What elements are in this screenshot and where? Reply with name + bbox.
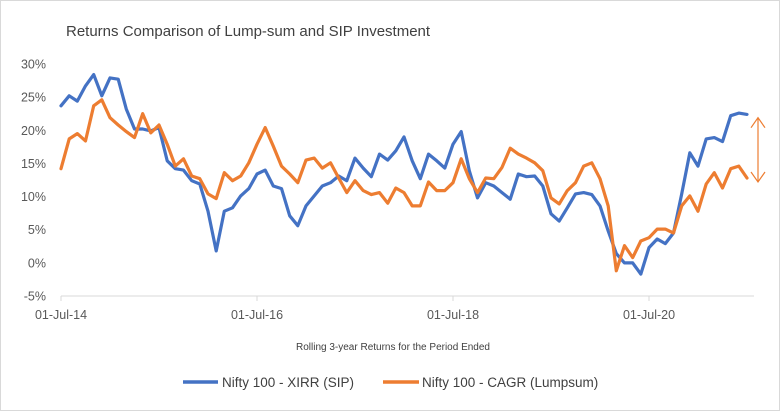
legend: Nifty 100 - XIRR (SIP) Nifty 100 - CAGR … xyxy=(183,375,598,390)
y-tick-label: 0% xyxy=(28,256,46,270)
series-line-lumpsum xyxy=(61,100,747,271)
legend-label-sip: Nifty 100 - XIRR (SIP) xyxy=(222,375,354,390)
series-line-sip xyxy=(61,75,747,275)
y-tick-label: 20% xyxy=(21,124,46,138)
legend-label-lumpsum: Nifty 100 - CAGR (Lumpsum) xyxy=(422,375,598,390)
x-tick-label: 01-Jul-14 xyxy=(35,308,87,322)
series-points xyxy=(61,100,747,271)
x-axis-ticks: 01-Jul-14 01-Jul-16 01-Jul-18 01-Jul-20 xyxy=(35,296,675,322)
x-tick-label: 01-Jul-18 xyxy=(427,308,479,322)
series-lines xyxy=(61,75,747,275)
y-tick-label: -5% xyxy=(24,290,46,304)
y-tick-label: 30% xyxy=(21,58,46,72)
y-axis-ticks: 30% 25% 20% 15% 10% 5% 0% -5% xyxy=(21,58,46,304)
series-points xyxy=(61,75,747,275)
y-tick-label: 25% xyxy=(21,91,46,105)
chart-title: Returns Comparison of Lump-sum and SIP I… xyxy=(66,23,431,40)
x-tick-label: 01-Jul-16 xyxy=(231,308,283,322)
x-tick-label: 01-Jul-20 xyxy=(623,308,675,322)
y-tick-label: 15% xyxy=(21,157,46,171)
y-tick-label: 10% xyxy=(21,190,46,204)
y-tick-label: 5% xyxy=(28,223,46,237)
difference-arrow-annotation xyxy=(751,118,765,182)
x-axis-title: Rolling 3-year Returns for the Period En… xyxy=(296,342,490,353)
